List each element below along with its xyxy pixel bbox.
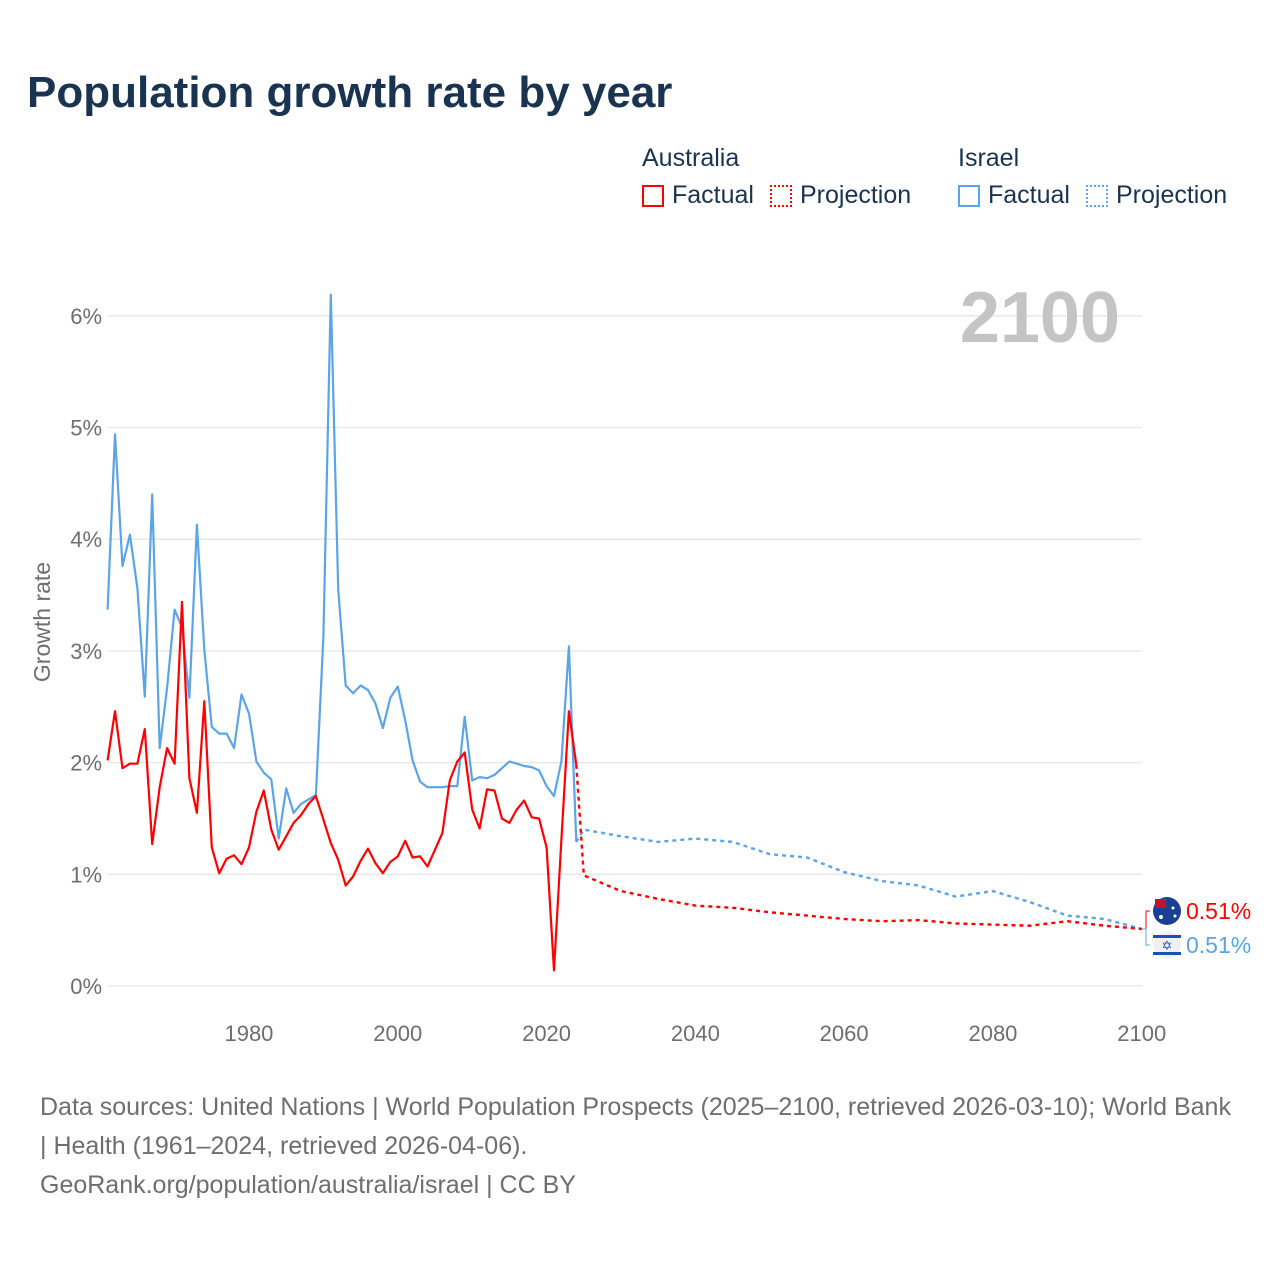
x-tick-label: 2000 bbox=[373, 1021, 422, 1046]
legend-label: Projection bbox=[799, 181, 912, 209]
solid-swatch-icon bbox=[642, 184, 664, 207]
dotted-swatch-icon bbox=[1085, 184, 1108, 207]
legend-israel-projection[interactable]: Projection bbox=[1085, 181, 1228, 210]
solid-swatch-icon bbox=[958, 184, 980, 207]
x-tick-label: 1980 bbox=[224, 1021, 273, 1046]
x-tick-label: 2080 bbox=[968, 1021, 1017, 1046]
series-israel-projection-line bbox=[575, 828, 1143, 931]
y-tick-label: 6% bbox=[70, 304, 102, 329]
series-australia-factual-line bbox=[106, 600, 578, 972]
attribution-link[interactable]: GeoRank.org/population/australia/israel … bbox=[40, 1171, 576, 1199]
legend-australia-factual[interactable]: Factual bbox=[642, 181, 754, 210]
australia-flag-icon bbox=[1153, 897, 1181, 925]
chart-title: Population growth rate by year bbox=[27, 68, 673, 117]
end-label-connector bbox=[1142, 910, 1150, 930]
star-of-david-icon: ✡ bbox=[1162, 938, 1173, 953]
y-tick-label: 5% bbox=[70, 416, 102, 441]
legend-label: Factual bbox=[672, 181, 754, 209]
x-tick-label: 2040 bbox=[671, 1021, 720, 1046]
legend-label: Projection bbox=[1115, 181, 1228, 209]
legend-australia-projection[interactable]: Projection bbox=[769, 181, 912, 210]
end-value-label: 0.51% bbox=[1186, 932, 1251, 958]
x-tick-label: 2020 bbox=[522, 1021, 571, 1046]
x-tick-label: 2100 bbox=[1117, 1021, 1166, 1046]
legend-australia: Australia Factual Projection bbox=[642, 144, 927, 214]
flag-stripe bbox=[1153, 935, 1181, 938]
legend-israel-factual[interactable]: Factual bbox=[958, 181, 1070, 210]
flag-star bbox=[1171, 906, 1175, 910]
dotted-swatch-icon bbox=[769, 184, 792, 207]
legend-country-israel: Israel bbox=[958, 144, 1020, 172]
legend-country-australia: Australia bbox=[642, 144, 740, 172]
legend-israel: Israel Factual Projection bbox=[958, 144, 1227, 214]
x-tick-label: 2060 bbox=[820, 1021, 869, 1046]
line-chart: 0% 1% 2% 3% 4% 5% 6% 1980 2000 2020 2040 2060 2080 21… bbox=[29, 278, 1251, 1046]
footer: Data sources: United Nations | World Pop… bbox=[40, 1088, 1240, 1205]
y-tick-label: 0% bbox=[70, 974, 102, 999]
end-value-label: 0.51% bbox=[1186, 898, 1251, 924]
series-israel-factual-line bbox=[106, 293, 578, 842]
current-year-label: 2100 bbox=[960, 278, 1120, 358]
series-australia-projection-line bbox=[575, 764, 1142, 931]
y-axis-label: Growth rate bbox=[29, 562, 55, 682]
israel-flag-icon: ✡ bbox=[1153, 931, 1181, 959]
data-sources: Data sources: United Nations | World Pop… bbox=[40, 1093, 1231, 1160]
flag-stripe bbox=[1153, 952, 1181, 955]
end-label-connector bbox=[1142, 928, 1150, 946]
y-tick-label: 3% bbox=[70, 639, 102, 664]
legend-label: Factual bbox=[988, 181, 1070, 209]
y-tick-label: 2% bbox=[70, 751, 102, 776]
flag-star bbox=[1173, 914, 1177, 918]
y-tick-label: 1% bbox=[70, 862, 102, 887]
flag-canton bbox=[1155, 899, 1166, 908]
y-tick-label: 4% bbox=[70, 527, 102, 552]
flag-star bbox=[1159, 915, 1163, 919]
